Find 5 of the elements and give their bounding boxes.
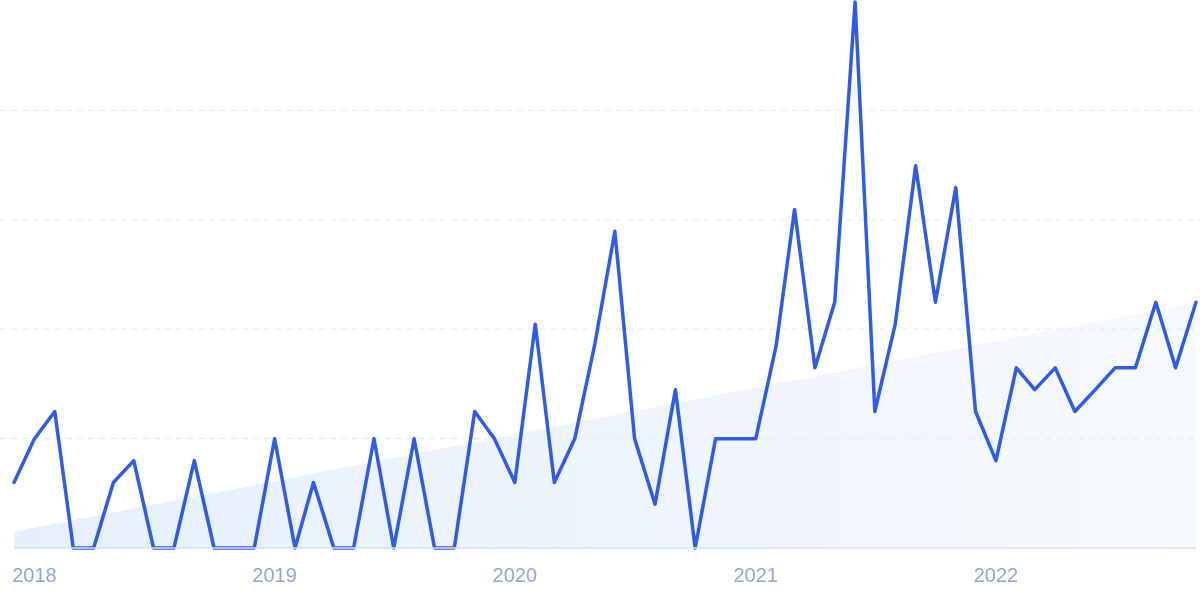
x-tick-label: 2021 [733,564,778,586]
x-tick-label: 2022 [973,564,1019,586]
x-tick-label: 2018 [12,564,57,586]
x-tick-label: 2019 [252,564,297,586]
x-tick-label: 2020 [492,564,538,586]
